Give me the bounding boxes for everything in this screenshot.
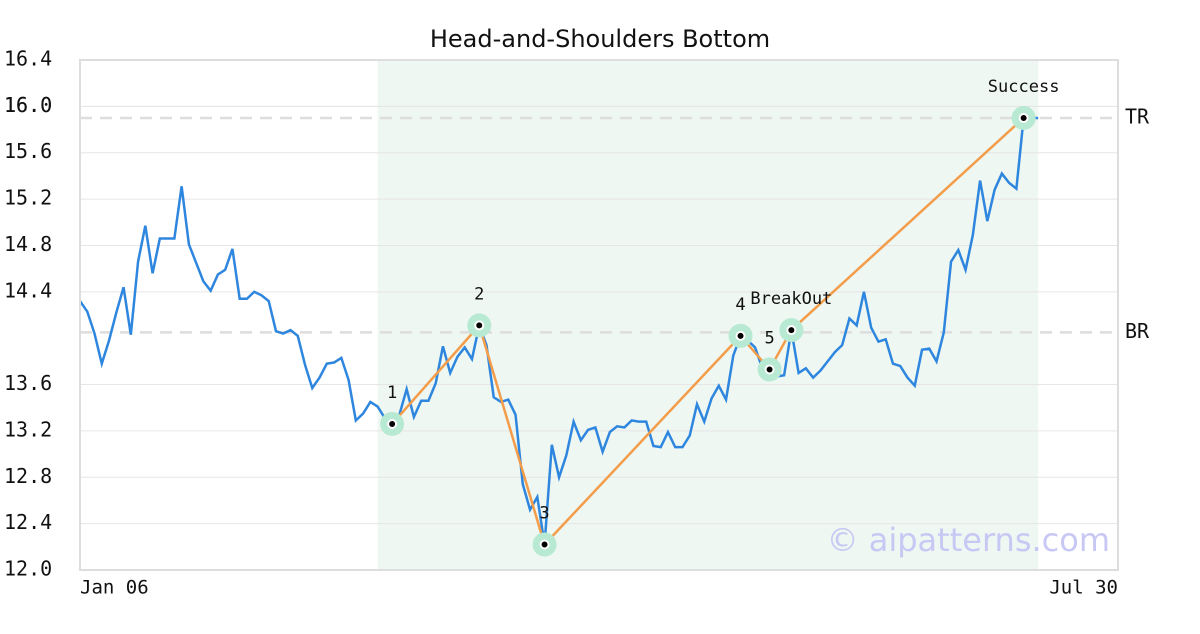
y-tick-label: 12.4 xyxy=(4,510,52,534)
pattern-label: 1 xyxy=(387,383,397,403)
price-line xyxy=(78,116,1039,545)
y-tick-label: 13.6 xyxy=(4,371,52,395)
y-tick-label: 15.2 xyxy=(4,186,52,210)
pattern-point xyxy=(735,330,746,341)
x-tick-label: Jul 30 xyxy=(1049,577,1118,599)
pattern-label: Success xyxy=(988,77,1060,97)
y-tick-label: 14.4 xyxy=(4,278,52,302)
reference-label: TR xyxy=(1125,104,1150,128)
y-tick-label: 14.8 xyxy=(4,232,52,256)
chart-title: Head-and-Shoulders Bottom xyxy=(430,25,770,53)
x-tick-label: Jan 06 xyxy=(80,577,149,599)
y-tick-label: 12.8 xyxy=(4,464,52,488)
y-tick-label: 12.0 xyxy=(4,557,52,581)
pattern-point xyxy=(539,539,550,550)
plot-frame xyxy=(79,59,1119,571)
reference-label: BR xyxy=(1125,319,1150,343)
pattern-label: 2 xyxy=(474,284,484,304)
y-tick-label: 16.0 xyxy=(4,93,52,117)
y-tick-label: 13.2 xyxy=(4,417,52,441)
y-tick-label: 15.6 xyxy=(4,139,52,163)
pattern-region xyxy=(377,60,1039,570)
pattern-point xyxy=(387,418,398,429)
pattern-point xyxy=(786,325,797,336)
pattern-label: 3 xyxy=(539,504,549,524)
pattern-point xyxy=(474,320,485,331)
watermark: © aipatterns.com xyxy=(827,521,1110,559)
y-tick-label: 16.0 xyxy=(4,93,52,117)
pattern-point xyxy=(1018,112,1029,123)
pattern-point xyxy=(764,364,775,375)
pattern-label: 5 xyxy=(764,328,774,348)
y-tick-label: 16.4 xyxy=(4,47,52,71)
pattern-label: 4 xyxy=(735,295,745,315)
pattern-label: BreakOut xyxy=(750,289,832,309)
